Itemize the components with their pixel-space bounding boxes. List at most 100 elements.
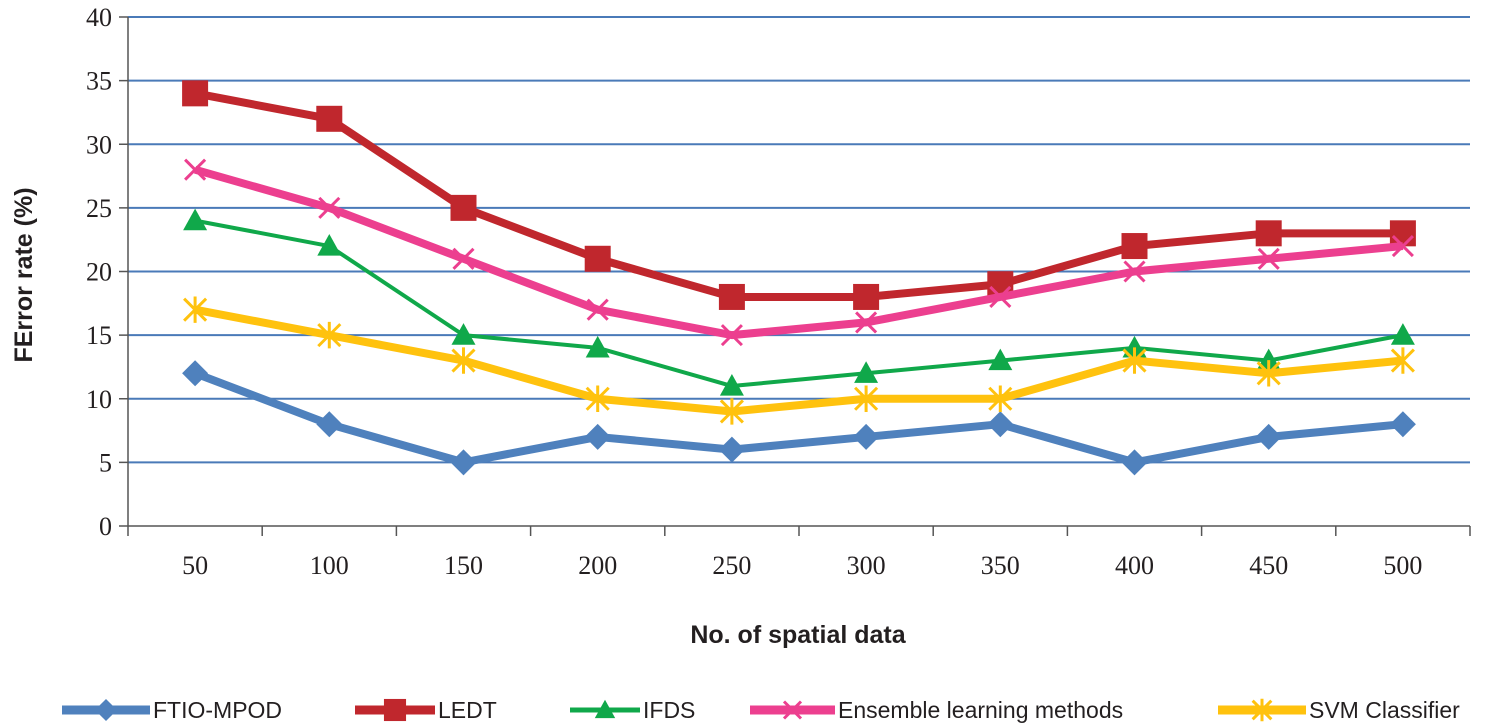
series-line <box>194 305 1404 416</box>
data-point-diamond <box>316 411 343 438</box>
data-point-diamond <box>182 360 209 387</box>
data-point-square <box>584 245 611 272</box>
data-point-triangle <box>585 335 610 358</box>
data-point-diamond <box>1389 411 1416 438</box>
legend-item: Ensemble learning methods <box>750 697 1123 723</box>
data-point-x <box>318 196 341 219</box>
data-point-diamond <box>718 436 745 463</box>
gridlines <box>128 16 1470 464</box>
data-point-x <box>782 700 803 720</box>
series-ftio-mpod <box>182 360 1416 476</box>
y-tick-label: 20 <box>86 258 112 287</box>
y-tick-label: 15 <box>86 321 112 350</box>
series-svm-classifier <box>183 296 1415 425</box>
data-point-triangle <box>451 323 476 345</box>
data-point-diamond <box>1121 449 1148 476</box>
legend-item: LEDT <box>355 697 497 723</box>
data-point-star <box>317 321 342 349</box>
data-point-x <box>586 298 609 321</box>
series-line <box>194 89 1403 301</box>
data-point-triangle <box>183 208 208 231</box>
legend-item: SVM Classifier <box>1218 697 1460 723</box>
legend-label: LEDT <box>438 697 497 723</box>
y-tick-label: 30 <box>86 130 112 159</box>
data-point-triangle <box>1256 348 1281 371</box>
data-point-x <box>1257 247 1280 270</box>
series-lines <box>182 80 1416 476</box>
y-tick-label: 40 <box>86 3 112 32</box>
data-point-star <box>1390 347 1415 374</box>
x-tick-label: 450 <box>1249 551 1288 580</box>
data-point-triangle <box>1390 323 1415 345</box>
data-point-diamond <box>450 449 477 476</box>
data-point-x <box>1123 260 1146 283</box>
data-point-diamond <box>987 411 1014 438</box>
data-point-star <box>451 347 476 374</box>
data-point-diamond <box>584 423 611 450</box>
data-point-triangle <box>719 374 744 396</box>
data-point-x <box>1391 234 1414 258</box>
series-line <box>194 218 1404 389</box>
data-point-square <box>718 283 745 310</box>
series-ensemble-learning-methods <box>184 158 1414 347</box>
data-point-x <box>989 285 1012 309</box>
data-point-square <box>182 80 209 107</box>
legend-label: FTIO-MPOD <box>153 697 282 723</box>
x-tick-label: 400 <box>1115 551 1154 580</box>
data-point-x <box>184 158 207 181</box>
data-point-star <box>854 385 879 412</box>
data-point-triangle <box>317 234 342 256</box>
series-ledt <box>182 80 1416 310</box>
data-point-square <box>1121 233 1148 260</box>
y-tick-label: 0 <box>99 512 112 541</box>
data-point-diamond <box>94 698 118 722</box>
legend-item: IFDS <box>570 697 695 723</box>
x-tick-label: 350 <box>981 551 1020 580</box>
legend-item: FTIO-MPOD <box>62 697 282 723</box>
data-point-diamond <box>853 423 880 450</box>
data-point-star <box>988 385 1013 412</box>
series-line <box>193 369 1404 467</box>
data-point-x <box>720 324 743 347</box>
y-tick-label: 10 <box>86 385 112 414</box>
data-point-square <box>853 283 880 310</box>
y-tick-label: 35 <box>86 67 112 96</box>
x-axis-title: No. of spatial data <box>690 621 906 649</box>
y-tick-label: 25 <box>86 194 112 223</box>
x-tick-label: 50 <box>182 551 208 580</box>
data-point-square <box>450 194 477 221</box>
data-point-square <box>1389 220 1416 247</box>
legend-label: SVM Classifier <box>1309 697 1460 723</box>
y-axis-title: FError rate (%) <box>10 187 38 362</box>
x-tick-label: 250 <box>712 551 751 580</box>
data-point-square <box>1255 220 1282 247</box>
data-point-x <box>452 247 475 270</box>
data-point-triangle <box>594 699 616 719</box>
y-axis-ticks: 0 5 10 15 20 25 30 35 40 <box>86 3 128 541</box>
y-tick-label: 5 <box>99 448 112 477</box>
legend-label: Ensemble learning methods <box>838 697 1123 723</box>
x-tick-label: 100 <box>310 551 349 580</box>
legend: FTIO-MPOD LEDT IFDS Ensemble learning metho… <box>62 697 1460 723</box>
data-point-x <box>855 311 878 334</box>
data-point-star <box>1122 347 1147 374</box>
x-tick-label: 300 <box>847 551 886 580</box>
data-point-star <box>183 296 208 323</box>
x-axis-ticks: 50 100 150 200 250 300 350 400 450 500 <box>127 526 1471 580</box>
series-ifds <box>183 208 1415 396</box>
legend-label: IFDS <box>643 697 695 723</box>
x-tick-label: 200 <box>578 551 617 580</box>
data-point-triangle <box>988 348 1013 371</box>
x-tick-label: 500 <box>1383 551 1422 580</box>
data-point-star <box>1256 360 1281 387</box>
data-point-square <box>383 698 407 722</box>
data-point-star <box>1251 698 1273 722</box>
data-point-star <box>719 398 744 425</box>
data-point-diamond <box>1255 423 1282 450</box>
data-point-square <box>316 105 343 132</box>
data-point-triangle <box>1122 335 1147 358</box>
data-point-triangle <box>854 361 879 383</box>
series-line <box>194 165 1404 340</box>
x-tick-label: 150 <box>444 551 483 580</box>
